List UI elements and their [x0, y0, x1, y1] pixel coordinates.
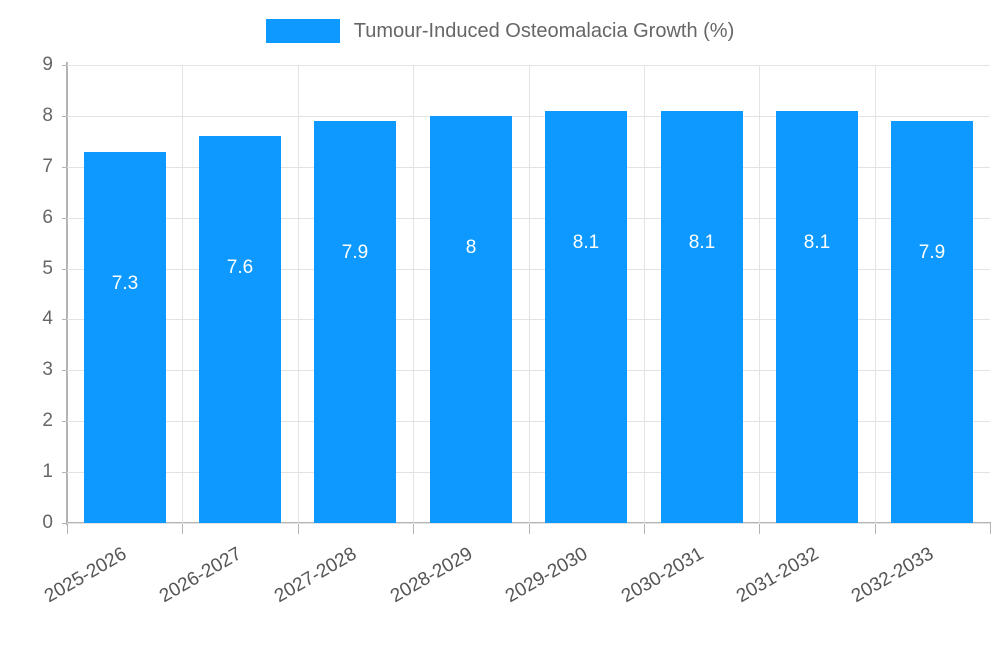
- vertical-gridline: [875, 65, 876, 523]
- horizontal-gridline: [67, 523, 990, 524]
- bar[interactable]: [314, 120, 396, 523]
- horizontal-gridline: [67, 115, 990, 117]
- x-axis-tick-mark: [298, 524, 299, 534]
- vertical-gridline: [529, 65, 530, 523]
- x-axis-tick-mark: [990, 524, 991, 534]
- bar[interactable]: [199, 136, 281, 523]
- horizontal-gridline: [67, 166, 990, 168]
- bar[interactable]: [84, 151, 166, 523]
- x-axis-tick-labels: 2025-2026 2026-2027 2027-2028 2028-2029 2029…: [41, 524, 991, 607]
- bar[interactable]: [430, 115, 512, 523]
- x-axis-tick-mark: [644, 524, 645, 534]
- horizontal-gridline: [67, 472, 990, 474]
- horizontal-gridline: [67, 65, 990, 66]
- chart-legend: Tumour-Induced Osteomalacia Growth (%): [0, 14, 1000, 48]
- y-axis-tick-label: 4: [42, 308, 53, 330]
- vertical-gridline: [759, 65, 760, 523]
- y-axis-tick-label: 7: [42, 155, 53, 177]
- bar[interactable]: [891, 120, 973, 523]
- y-axis-tick-label: 6: [42, 206, 53, 228]
- plot-area: 7.3 7.6 7.9 8 8.1 8.1 8.1 7.9: [67, 65, 990, 524]
- horizontal-gridline: [67, 421, 990, 423]
- bar-chart: Tumour-Induced Osteomalacia Growth (%) 0…: [0, 14, 1000, 608]
- legend-color-swatch-icon: [265, 19, 340, 43]
- x-axis-tick-mark: [413, 524, 414, 534]
- vertical-gridline: [644, 65, 645, 523]
- bar[interactable]: [661, 110, 743, 523]
- x-axis-tick-mark: [67, 524, 68, 534]
- horizontal-gridline: [67, 319, 990, 321]
- y-axis-tick-label: 3: [42, 359, 53, 381]
- y-axis-tick-label: 0: [42, 512, 53, 533]
- horizontal-gridline: [67, 217, 990, 219]
- bar[interactable]: [776, 110, 858, 523]
- y-axis-tick-label: 9: [42, 54, 53, 75]
- x-axis-tick-mark: [529, 524, 530, 534]
- vertical-gridline: [182, 65, 183, 523]
- y-axis-tick-label: 8: [42, 104, 53, 126]
- y-axis-tick-label: 1: [42, 461, 53, 483]
- vertical-gridline: [298, 65, 299, 523]
- legend-item-label: Tumour-Induced Osteomalacia Growth (%): [353, 20, 735, 42]
- horizontal-gridline: [67, 370, 990, 372]
- x-axis-tick-mark: [759, 524, 760, 534]
- y-axis-tick-label: 2: [42, 410, 53, 432]
- vertical-gridline: [413, 65, 414, 523]
- horizontal-gridline: [67, 268, 990, 270]
- x-axis-tick-mark: [875, 524, 876, 534]
- bar[interactable]: [545, 110, 627, 523]
- y-axis-line: [66, 62, 68, 525]
- legend-item-tumour-induced-osteomalacia-growth[interactable]: Tumour-Induced Osteomalacia Growth (%): [265, 19, 735, 43]
- y-axis-tick-label: 5: [42, 257, 53, 279]
- x-axis-tick-mark: [182, 524, 183, 534]
